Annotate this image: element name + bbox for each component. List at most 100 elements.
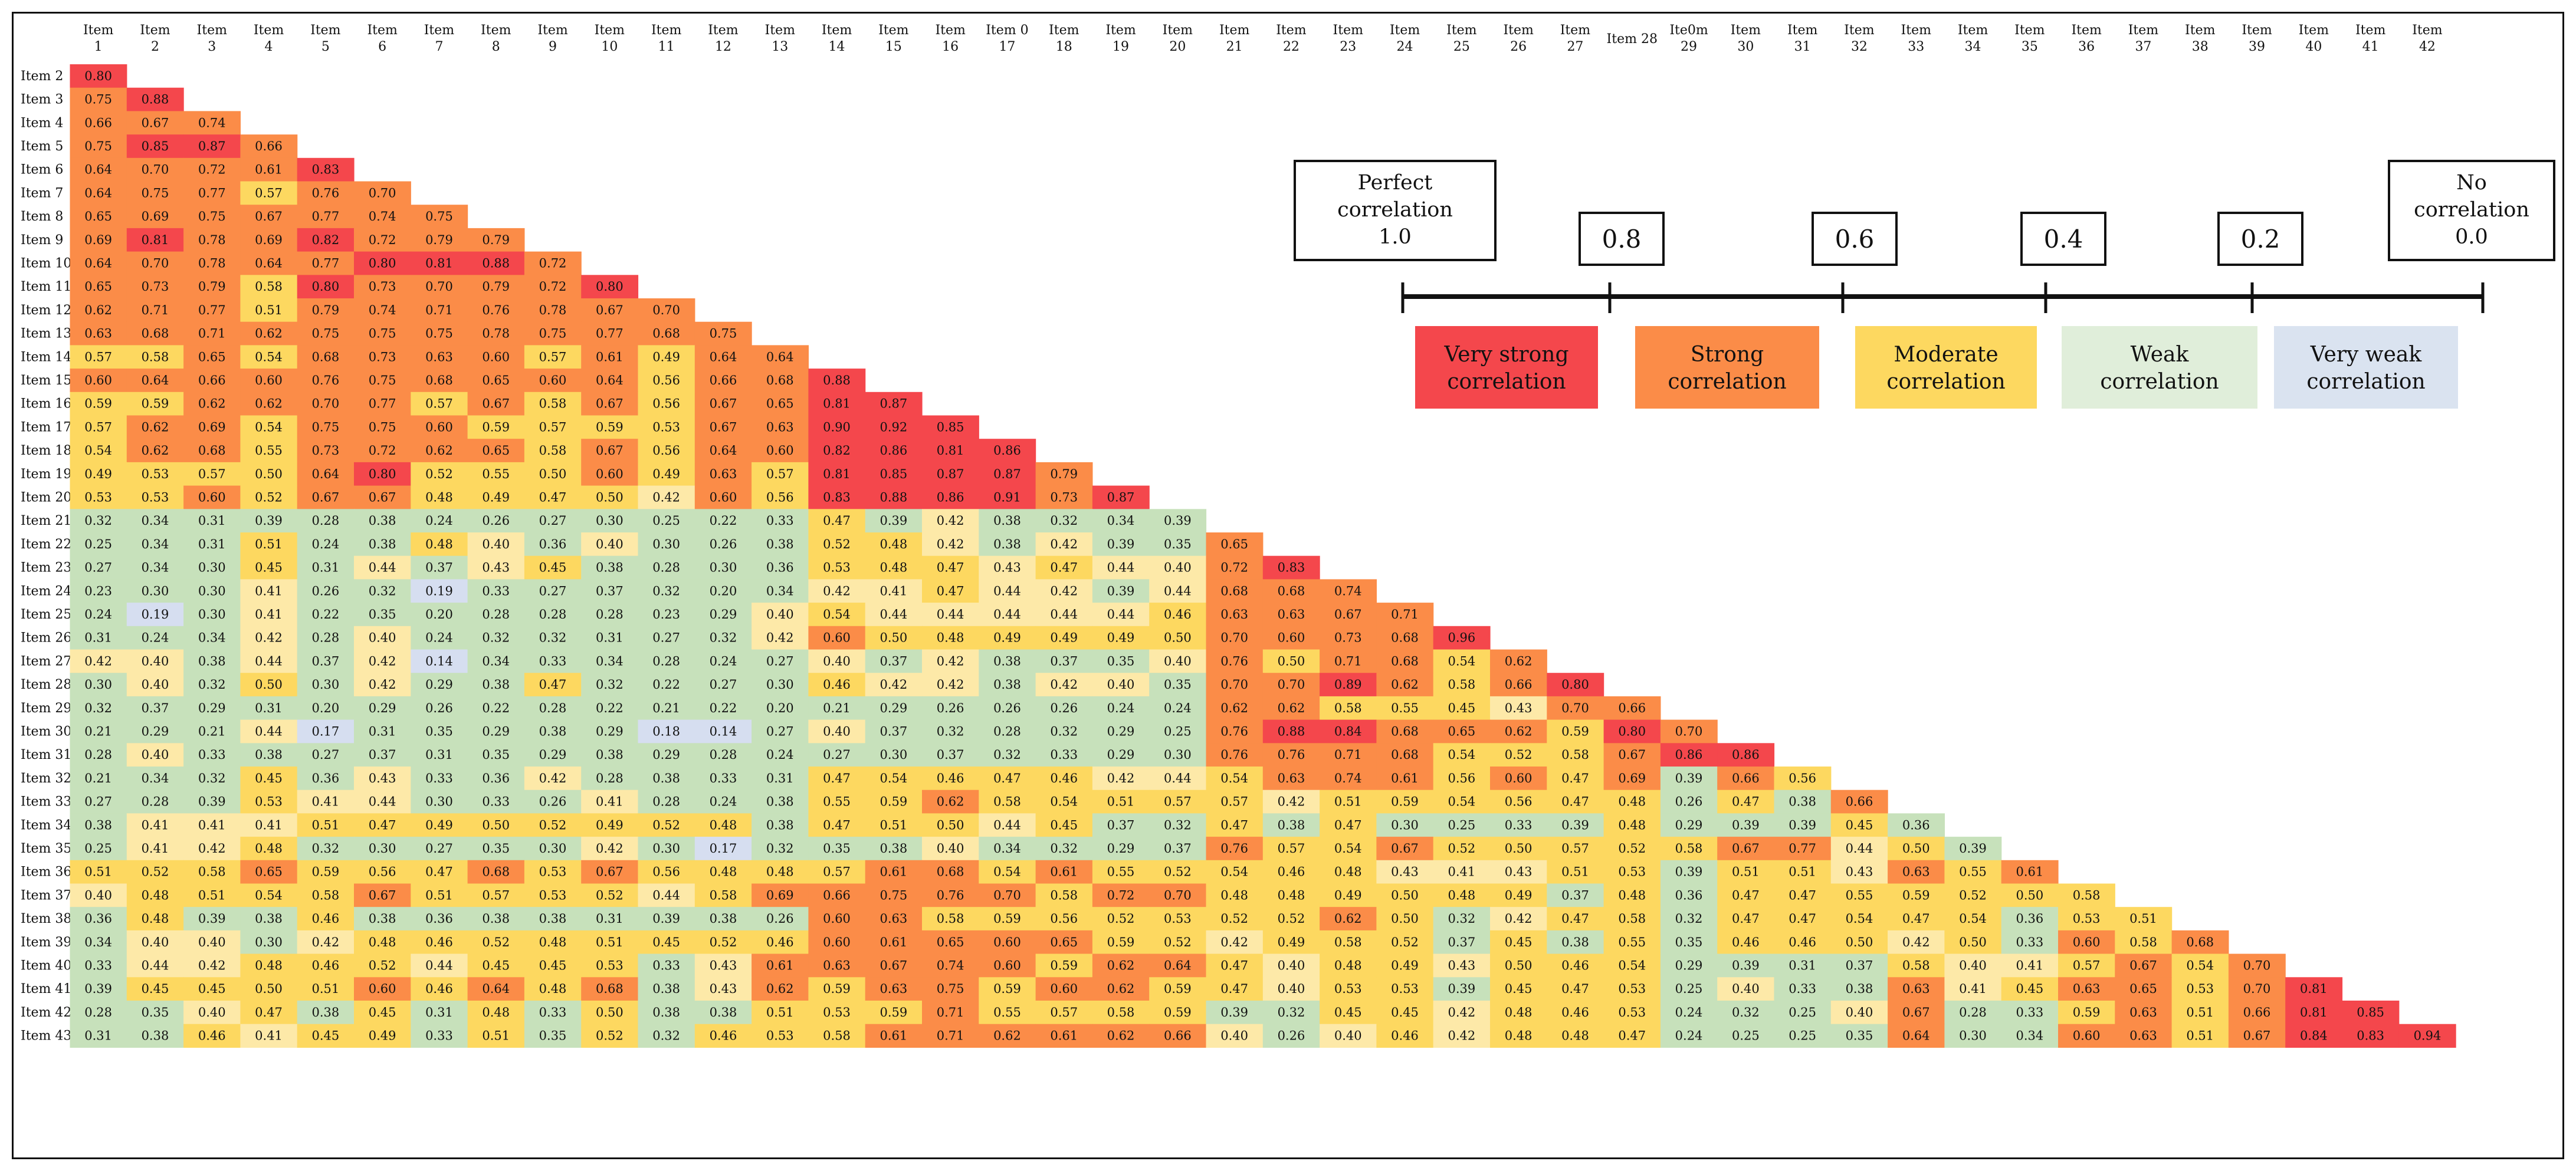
heatmap-cell: [183, 719, 241, 744]
cell-value: 0.63: [2129, 1029, 2157, 1043]
heatmap-cell: [1660, 813, 1718, 837]
cell-value: 0.38: [766, 818, 794, 832]
cell-value: 0.34: [198, 631, 226, 645]
cell-value: 0.34: [482, 654, 510, 668]
row-label: Item 27: [21, 654, 71, 669]
heatmap-cell: [1376, 813, 1434, 837]
row-label: Item 20: [21, 490, 71, 505]
heatmap-cell: [1547, 907, 1604, 931]
cell-value: 0.31: [198, 514, 226, 528]
cell-value: 0.56: [1505, 795, 1533, 809]
heatmap-cell: [126, 767, 184, 791]
heatmap-cell: [694, 603, 752, 627]
row-label: Item 25: [21, 607, 71, 622]
cell-value: 0.46: [198, 1029, 226, 1043]
row-label: Item 36: [21, 865, 71, 880]
cell-value: 0.60: [198, 490, 226, 504]
heatmap-cell: [752, 813, 809, 837]
heatmap-cell: [638, 345, 695, 369]
heatmap-cell: [1149, 883, 1207, 907]
cell-value: 0.34: [596, 654, 624, 668]
heatmap-cell: [865, 532, 923, 557]
cell-value: 0.20: [425, 607, 453, 621]
cell-value: 0.38: [369, 537, 396, 551]
cell-value: 0.27: [84, 795, 112, 809]
cell-value: 0.70: [311, 397, 339, 411]
heatmap-cell: [240, 439, 298, 463]
heatmap-cell: [467, 321, 525, 346]
heatmap-cell: [1376, 1024, 1434, 1048]
heatmap-cell: [1603, 696, 1661, 721]
legend-tick-label: 0.6: [1835, 225, 1875, 254]
row-label: Item 16: [21, 397, 71, 412]
cell-value: 0.68: [311, 350, 339, 364]
heatmap-cell: [467, 532, 525, 557]
cell-value: 0.54: [1959, 912, 1987, 926]
column-header: Item: [254, 23, 284, 38]
heatmap-cell: [524, 1024, 582, 1048]
heatmap-cell: [2171, 953, 2229, 978]
cell-value: 0.54: [84, 443, 112, 458]
heatmap-cell: [1206, 579, 1264, 603]
cell-value: 0.62: [255, 327, 283, 341]
column-header-number: 40: [2305, 40, 2322, 54]
cell-value: 0.24: [1675, 1029, 1703, 1043]
column-header: Item: [651, 23, 682, 38]
heatmap-cell: [638, 673, 695, 697]
cell-value: 0.33: [766, 514, 794, 528]
cell-value: 0.17: [311, 724, 339, 738]
cell-value: 0.30: [652, 537, 680, 551]
column-header: Item: [1958, 23, 1988, 38]
cell-value: 0.52: [1164, 865, 1192, 879]
cell-value: 0.28: [1959, 1005, 1987, 1019]
cell-value: 0.80: [1561, 677, 1589, 692]
cell-value: 0.81: [937, 443, 964, 458]
heatmap-cell: [1035, 1001, 1093, 1025]
column-header-number: 32: [1851, 40, 1868, 54]
cell-value: 0.66: [198, 373, 226, 387]
heatmap-cell: [467, 555, 525, 580]
heatmap-cell: [411, 275, 468, 299]
heatmap-cell: [70, 415, 127, 439]
heatmap-cell: [1092, 767, 1150, 791]
cell-value: 0.47: [1732, 888, 1760, 902]
cell-value: 0.54: [1618, 958, 1646, 972]
cell-value: 0.26: [1278, 1029, 1305, 1043]
heatmap-cell: [752, 555, 809, 580]
row-label: Item 32: [21, 771, 71, 786]
cell-value: 0.63: [1278, 771, 1305, 785]
heatmap-cell: [126, 345, 184, 369]
column-header: Item: [1446, 23, 1477, 38]
heatmap-cell: [2001, 883, 2059, 907]
column-header: Item: [424, 23, 455, 38]
heatmap-cell: [638, 837, 695, 861]
heatmap-cell: [467, 837, 525, 861]
heatmap-cell: [1149, 673, 1207, 697]
heatmap-cell: [1660, 767, 1718, 791]
cell-value: 0.33: [1505, 818, 1533, 832]
cell-value: 0.65: [482, 373, 510, 387]
cell-value: 0.44: [425, 958, 453, 972]
cell-value: 0.34: [142, 514, 169, 528]
cell-value: 0.51: [1789, 865, 1816, 879]
heatmap-cell: [694, 696, 752, 721]
cell-value: 0.51: [311, 818, 339, 832]
heatmap-cell: [922, 509, 979, 533]
cell-value: 0.62: [255, 397, 283, 411]
heatmap-cell: [808, 907, 866, 931]
cell-value: 0.35: [1164, 677, 1192, 692]
cell-value: 0.39: [880, 514, 907, 528]
cell-value: 0.46: [937, 771, 964, 785]
heatmap-cell: [581, 532, 639, 557]
heatmap-cell: [297, 649, 355, 673]
cell-value: 0.54: [1050, 795, 1078, 809]
heatmap-cell: [979, 767, 1036, 791]
heatmap-cell: [297, 462, 355, 486]
heatmap-cell: [1490, 813, 1547, 837]
column-header: Item: [310, 23, 341, 38]
cell-value: 0.60: [1505, 771, 1533, 785]
heatmap-cell: [1830, 977, 1888, 1001]
heatmap-cell: [240, 767, 298, 791]
column-header: Item: [1333, 23, 1364, 38]
cell-value: 0.27: [823, 748, 851, 762]
